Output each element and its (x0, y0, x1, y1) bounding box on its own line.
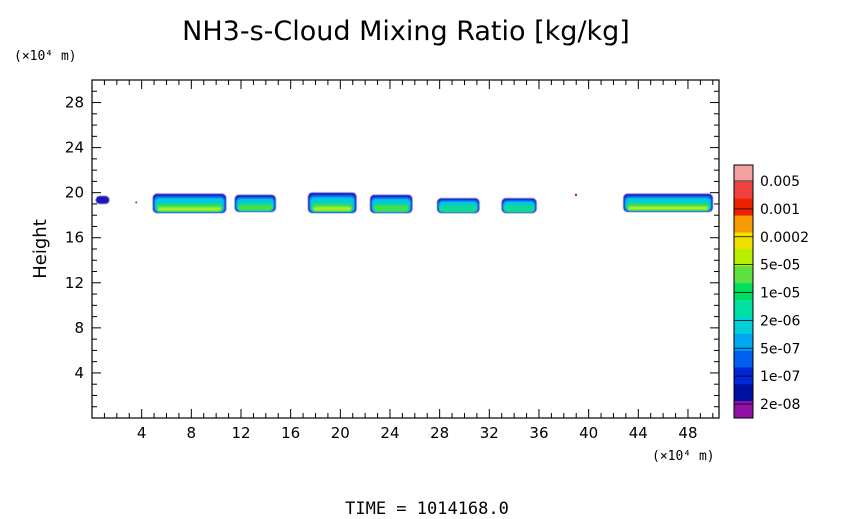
colorbar-swatch (734, 215, 753, 233)
cloud-patch-layer (439, 205, 478, 212)
colorbar: 0.005 0.001 0.0002 5e-05 1e-05 2e-06 5e-07 1e-0… (733, 164, 809, 419)
colorbar-swatch (734, 401, 753, 419)
cloud-patch-layer (95, 196, 110, 204)
colorbar-swatch (734, 249, 753, 267)
cloud-patch-layer (158, 207, 221, 211)
x-tick-label: 12 (231, 424, 250, 442)
colorbar-swatch (734, 181, 753, 200)
x-tick-label: 16 (281, 424, 300, 442)
colorbar-label: 1e-05 (760, 286, 800, 302)
cloud-patch (308, 192, 357, 213)
cloud-patch (623, 193, 713, 212)
x-tick-label: 40 (579, 424, 598, 442)
cloud-patch (370, 194, 413, 213)
y-axis-label: Height (30, 219, 51, 279)
x-unit-label: (×10⁴ m) (652, 449, 715, 464)
x-tick-label: 20 (331, 424, 350, 442)
y-tick-label: 24 (65, 139, 84, 157)
colorbar-frame (733, 164, 754, 419)
cloud-patches (95, 192, 713, 213)
x-tick-label: 36 (529, 424, 548, 442)
colorbar-swatch (734, 283, 753, 301)
colorbar-swatch (734, 266, 753, 284)
colorbar-label: 1e-07 (760, 369, 800, 385)
cloud-patch (95, 196, 110, 204)
cloud-patch (234, 194, 276, 212)
x-tick-label: 32 (480, 424, 499, 442)
y-tick-label: 12 (65, 274, 84, 292)
cloud-patch-layer (313, 206, 351, 211)
chart-title: NH3-s-Cloud Mixing Ratio [kg/kg] (182, 16, 630, 47)
y-tick-label: 28 (65, 94, 84, 112)
x-tick-label: 24 (380, 424, 399, 442)
cloud-patch-layer (238, 204, 273, 211)
y-tick-label: 16 (65, 229, 84, 247)
cloud-patch (437, 198, 480, 213)
x-tick-label: 8 (187, 424, 197, 442)
colorbar-label: 2e-06 (760, 313, 800, 329)
cloud-patch-layer (628, 206, 708, 210)
x-tick-label: 48 (678, 424, 697, 442)
colorbar-label: 5e-05 (760, 258, 800, 274)
cloud-patch (152, 193, 227, 213)
y-tick-label: 8 (74, 319, 84, 337)
cloud-patch-layer (504, 205, 535, 212)
colorbar-swatch (734, 299, 753, 318)
colorbar-swatch (734, 350, 753, 368)
colorbar-label: 2e-08 (760, 397, 800, 413)
colorbar-swatch (734, 165, 753, 183)
colorbar-swatch (734, 316, 753, 334)
y-axis: 4 8 12 16 20 24 28 (65, 90, 719, 408)
x-tick-label: 44 (629, 424, 648, 442)
colorbar-swatch (734, 198, 753, 216)
x-axis: 4 8 12 16 20 24 28 32 36 40 44 48 (103, 80, 714, 442)
colorbar-label: 0.0002 (760, 230, 809, 246)
x-tick-label: 4 (137, 424, 147, 442)
colorbar-label: 0.005 (760, 174, 800, 190)
time-label: TIME = 1014168.0 (345, 499, 509, 519)
colorbar-label: 0.001 (760, 202, 800, 218)
cloud-patch (501, 198, 537, 213)
x-tick-label: 28 (430, 424, 449, 442)
colorbar-swatch (734, 384, 753, 402)
cloud-speck (574, 193, 577, 196)
cloud-speck (135, 201, 137, 204)
y-tick-label: 20 (65, 184, 84, 202)
plot-frame (91, 79, 720, 419)
y-tick-label: 4 (74, 364, 84, 382)
cloud-patch-layer (374, 205, 409, 212)
colorbar-swatch (734, 333, 753, 351)
colorbar-swatch (734, 232, 753, 250)
y-unit-label: (×10⁴ m) (14, 49, 77, 64)
colorbar-label: 5e-07 (760, 341, 800, 357)
